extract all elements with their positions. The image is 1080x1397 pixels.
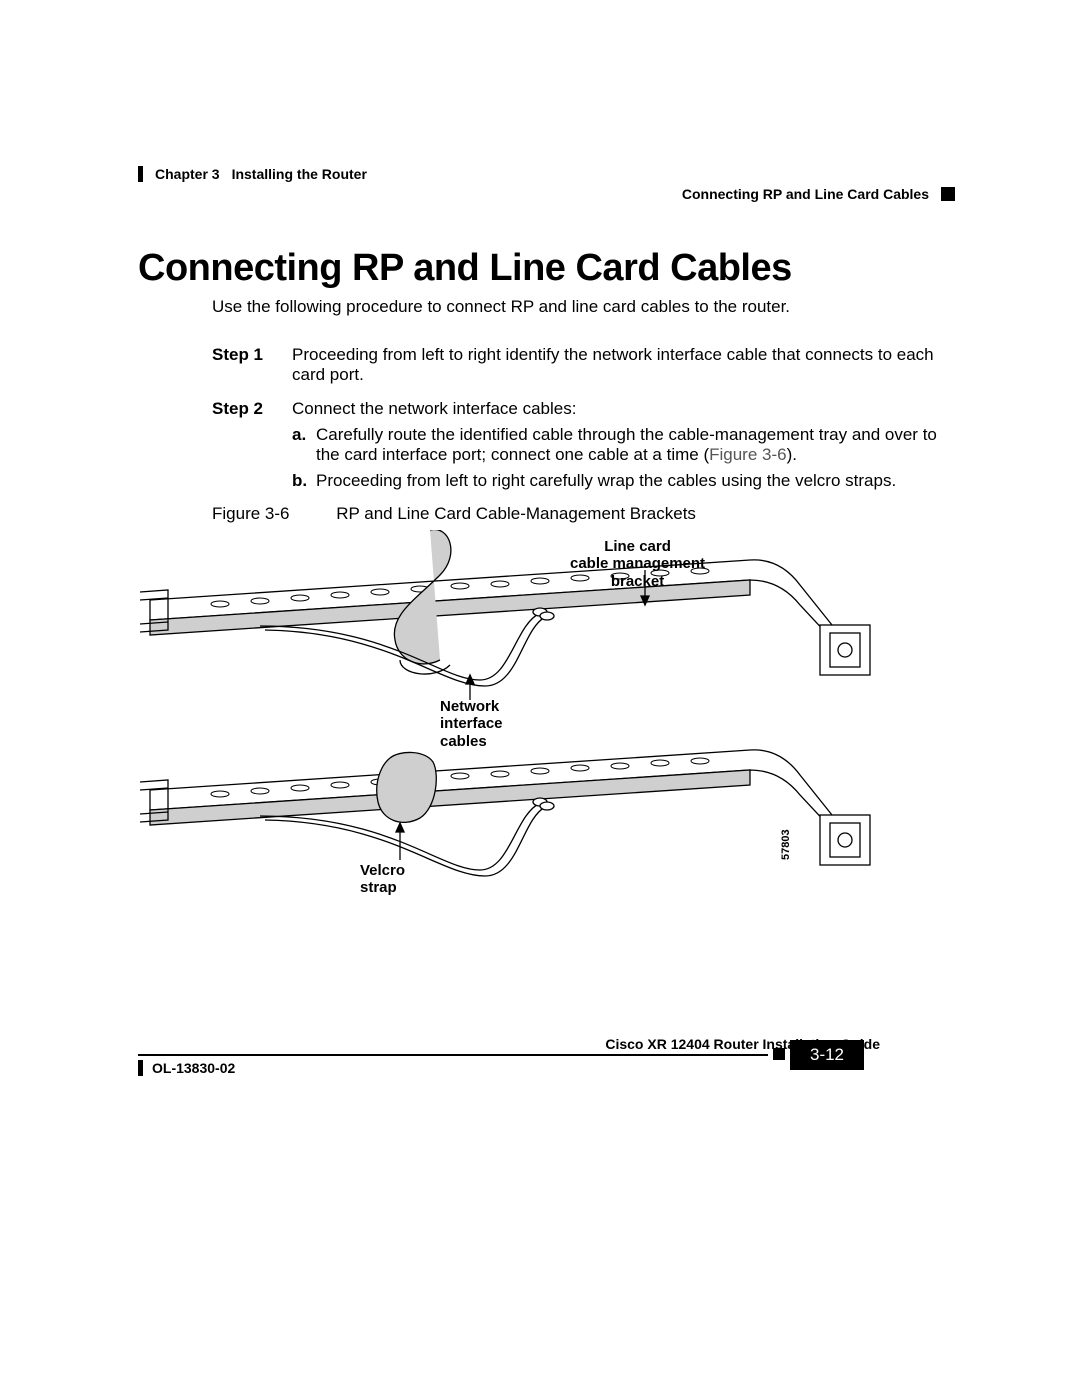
figure-label-network: Network interface cables (440, 698, 503, 750)
step-label: Step 2 (212, 399, 292, 491)
intro-paragraph: Use the following procedure to connect R… (212, 297, 942, 317)
step-body: Proceeding from left to right identify t… (292, 345, 952, 385)
running-header-left: Chapter 3 Installing the Router (138, 166, 367, 182)
chapter-label: Chapter 3 (155, 166, 220, 182)
substep-row: b. Proceeding from left to right careful… (292, 471, 952, 491)
step-row: Step 2 Connect the network interface cab… (212, 399, 952, 491)
figure: Line card cable management bracket Netwo… (140, 530, 945, 920)
substep-row: a. Carefully route the identified cable … (292, 425, 952, 465)
substep-text-pre: Carefully route the identified cable thr… (316, 425, 937, 464)
footer-doc-number: OL-13830-02 (152, 1060, 235, 1076)
step-row: Step 1 Proceeding from left to right ide… (212, 345, 952, 385)
running-header-right: Connecting RP and Line Card Cables (682, 186, 955, 202)
figure-caption-text: RP and Line Card Cable-Management Bracke… (336, 504, 696, 523)
substep-text-post: ). (787, 445, 797, 464)
figure-reference-id: 57803 (780, 829, 792, 860)
substep-letter: b. (292, 471, 316, 491)
figure-number: Figure 3-6 (212, 504, 289, 523)
page-number: 3-12 (790, 1040, 864, 1070)
figure-caption: Figure 3-6 RP and Line Card Cable-Manage… (212, 504, 696, 524)
footer-rule (138, 1054, 768, 1056)
figure-ref: Figure 3-6 (709, 445, 786, 464)
page-title: Connecting RP and Line Card Cables (138, 247, 792, 290)
substep-letter: a. (292, 425, 316, 465)
steps-list: Step 1 Proceeding from left to right ide… (212, 345, 952, 505)
substep-body: Proceeding from left to right carefully … (316, 471, 952, 491)
figure-label-linecard: Line card cable management bracket (570, 538, 705, 590)
header-square-icon (941, 187, 955, 201)
footer-bar-icon (138, 1060, 143, 1076)
section-title: Connecting RP and Line Card Cables (682, 186, 929, 202)
step-body: Connect the network interface cables: a.… (292, 399, 952, 491)
header-bar-icon (138, 166, 143, 182)
step-text: Connect the network interface cables: (292, 399, 576, 418)
figure-svg (140, 530, 945, 920)
page: Chapter 3 Installing the Router Connecti… (0, 0, 1080, 1397)
footer-square-icon (773, 1048, 785, 1060)
substep-body: Carefully route the identified cable thr… (316, 425, 952, 465)
step-label: Step 1 (212, 345, 292, 385)
chapter-title: Installing the Router (232, 166, 367, 182)
figure-label-velcro: Velcro strap (360, 862, 405, 897)
